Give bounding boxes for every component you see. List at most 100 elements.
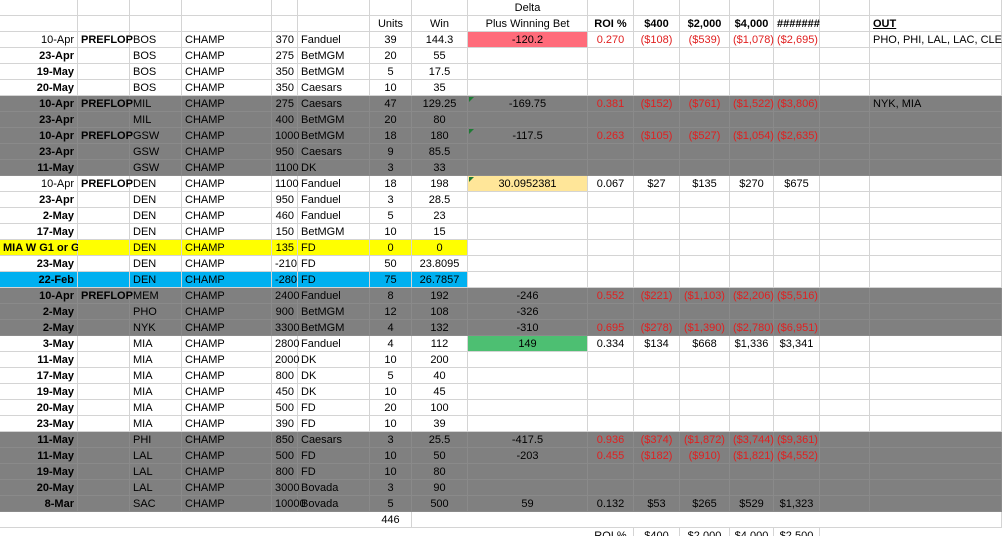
value-4000-cell[interactable]: ($1,522) — [730, 96, 774, 112]
value-4000-cell[interactable] — [730, 112, 774, 128]
value-400-cell[interactable] — [634, 368, 680, 384]
win-cell[interactable]: 500 — [412, 496, 468, 512]
type-cell[interactable]: CHAMP — [182, 128, 272, 144]
date-cell[interactable]: 23-May — [0, 416, 78, 432]
stage-cell[interactable] — [78, 336, 130, 352]
book-cell[interactable]: FD — [298, 416, 370, 432]
book-cell[interactable]: BetMGM — [298, 320, 370, 336]
odds-cell[interactable]: 350 — [272, 80, 298, 96]
win-cell[interactable]: 112 — [412, 336, 468, 352]
units-cell[interactable]: 39 — [370, 32, 412, 48]
date-cell[interactable]: 3-May — [0, 336, 78, 352]
type-cell[interactable]: CHAMP — [182, 352, 272, 368]
win-cell[interactable]: 39 — [412, 416, 468, 432]
header-units[interactable]: Units — [370, 16, 412, 32]
units-cell[interactable]: 8 — [370, 288, 412, 304]
out-cell[interactable] — [870, 224, 1002, 240]
value-400-cell[interactable]: ($278) — [634, 320, 680, 336]
team-cell[interactable]: GSW — [130, 160, 182, 176]
value-400-cell[interactable] — [634, 144, 680, 160]
roi-cell[interactable] — [588, 144, 634, 160]
type-cell[interactable]: CHAMP — [182, 224, 272, 240]
date-cell[interactable]: 2-May — [0, 304, 78, 320]
value-hash-cell[interactable] — [774, 192, 820, 208]
date-cell[interactable]: 11-May — [0, 352, 78, 368]
stage-cell[interactable] — [78, 48, 130, 64]
empty-cell[interactable] — [820, 432, 870, 448]
delta-cell[interactable]: -120.2 — [468, 32, 588, 48]
out-cell[interactable] — [870, 80, 1002, 96]
team-cell[interactable]: PHI — [130, 432, 182, 448]
roi-cell[interactable] — [588, 368, 634, 384]
type-cell[interactable]: CHAMP — [182, 32, 272, 48]
date-cell[interactable]: 10-Apr — [0, 32, 78, 48]
book-cell[interactable]: BetMGM — [298, 128, 370, 144]
type-cell[interactable]: CHAMP — [182, 416, 272, 432]
book-cell[interactable]: BetMGM — [298, 224, 370, 240]
value-400-cell[interactable] — [634, 384, 680, 400]
value-4000-cell[interactable] — [730, 80, 774, 96]
roi-cell[interactable]: 0.132 — [588, 496, 634, 512]
team-cell[interactable]: PHO — [130, 304, 182, 320]
book-cell[interactable]: FD — [298, 464, 370, 480]
delta-cell[interactable] — [468, 256, 588, 272]
odds-cell[interactable]: 450 — [272, 384, 298, 400]
value-400-cell[interactable] — [634, 416, 680, 432]
value-4000-cell[interactable] — [730, 304, 774, 320]
empty-cell[interactable] — [820, 96, 870, 112]
value-2000-cell[interactable]: $265 — [680, 496, 730, 512]
type-cell[interactable]: CHAMP — [182, 176, 272, 192]
value-400-cell[interactable] — [634, 208, 680, 224]
team-cell[interactable]: MIA — [130, 352, 182, 368]
type-cell[interactable]: CHAMP — [182, 432, 272, 448]
units-cell[interactable]: 5 — [370, 64, 412, 80]
header-win[interactable]: Win — [412, 16, 468, 32]
empty-cell[interactable] — [820, 272, 870, 288]
stage-cell[interactable] — [78, 464, 130, 480]
out-cell[interactable] — [870, 176, 1002, 192]
book-cell[interactable]: Fanduel — [298, 208, 370, 224]
out-cell[interactable] — [870, 288, 1002, 304]
roi-cell[interactable]: 0.552 — [588, 288, 634, 304]
header-out[interactable]: OUT — [870, 16, 1002, 32]
team-cell[interactable]: DEN — [130, 192, 182, 208]
delta-cell[interactable] — [468, 480, 588, 496]
value-hash-cell[interactable]: ($6,951) — [774, 320, 820, 336]
empty-cell[interactable] — [820, 48, 870, 64]
out-cell[interactable] — [870, 336, 1002, 352]
value-2000-cell[interactable] — [680, 304, 730, 320]
odds-cell[interactable]: 3000 — [272, 480, 299, 496]
book-cell[interactable]: Caesars — [298, 80, 370, 96]
book-cell[interactable]: Bovada — [298, 480, 370, 496]
book-cell[interactable]: Caesars — [298, 432, 370, 448]
value-hash-cell[interactable] — [774, 48, 820, 64]
value-400-cell[interactable] — [634, 256, 680, 272]
date-cell[interactable]: 10-Apr — [0, 96, 78, 112]
roi-cell[interactable]: 0.381 — [588, 96, 634, 112]
value-4000-cell[interactable] — [730, 352, 774, 368]
units-cell[interactable]: 75 — [370, 272, 412, 288]
type-cell[interactable]: CHAMP — [182, 400, 272, 416]
odds-cell[interactable]: 275 — [272, 48, 298, 64]
empty-cell[interactable] — [820, 240, 870, 256]
type-cell[interactable]: CHAMP — [182, 96, 272, 112]
value-2000-cell[interactable] — [680, 272, 730, 288]
date-cell[interactable]: 20-May — [0, 480, 78, 496]
team-cell[interactable]: MIA — [130, 384, 182, 400]
odds-cell[interactable]: 370 — [272, 32, 298, 48]
win-cell[interactable]: 40 — [412, 368, 468, 384]
out-cell[interactable] — [870, 416, 1002, 432]
type-cell[interactable]: CHAMP — [182, 384, 272, 400]
stage-cell[interactable] — [78, 272, 130, 288]
roi-cell[interactable] — [588, 48, 634, 64]
units-cell[interactable]: 20 — [370, 112, 412, 128]
date-cell[interactable]: 17-May — [0, 368, 78, 384]
win-cell[interactable]: 80 — [412, 464, 468, 480]
type-cell[interactable]: CHAMP — [182, 240, 272, 256]
value-400-cell[interactable]: $27 — [634, 176, 680, 192]
out-cell[interactable] — [870, 432, 1002, 448]
header-400[interactable]: $400 — [634, 16, 680, 32]
book-cell[interactable]: FD — [298, 240, 370, 256]
header-hash[interactable]: ####### — [774, 16, 820, 32]
stage-cell[interactable] — [78, 112, 130, 128]
